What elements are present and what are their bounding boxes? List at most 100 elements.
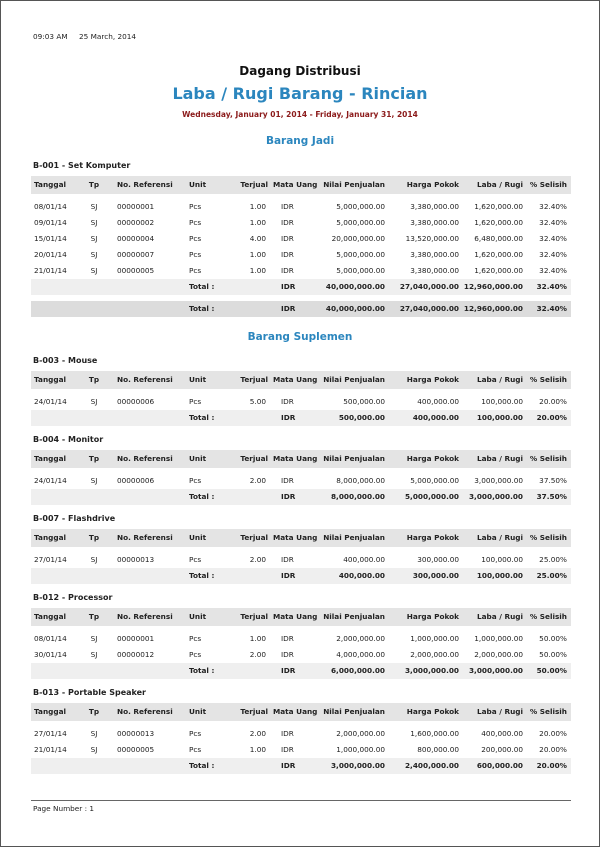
column-header: Mata Uang — [273, 612, 318, 621]
row-cell: Pcs — [189, 397, 202, 406]
column-header: Terjual — [240, 375, 268, 384]
item-total-cell: IDR — [281, 761, 296, 770]
row-cell: 2,000,000.00 — [474, 650, 523, 659]
item-total-cell: Total : — [189, 571, 215, 580]
item-total-cell: 3,000,000.00 — [468, 492, 523, 501]
row-cell: Pcs — [189, 249, 202, 259]
column-header: % Selisih — [529, 454, 567, 463]
row-cell: 5,000,000.00 — [336, 217, 385, 227]
footer-rule — [31, 800, 571, 801]
row-cell: 24/01/14 — [34, 476, 67, 485]
column-header: No. Referensi — [117, 179, 173, 189]
row-cell: 3,380,000.00 — [410, 265, 459, 275]
column-header: Mata Uang — [273, 179, 318, 189]
item-total-cell: IDR — [281, 492, 296, 501]
row-cell: 1.00 — [249, 634, 266, 643]
item-total-cell: 500,000.00 — [338, 413, 385, 422]
item-total-cell: 400,000.00 — [412, 413, 459, 422]
row-cell: 1,000,000.00 — [336, 745, 385, 754]
header-band — [31, 529, 571, 547]
item-total-cell: 20.00% — [536, 761, 567, 770]
item-total-cell: Total : — [189, 492, 215, 501]
group-total-band — [31, 300, 571, 317]
row-cell: Pcs — [189, 233, 202, 243]
row-cell: SJ — [90, 476, 98, 485]
row-cell: 00000012 — [117, 650, 155, 659]
header-band — [31, 703, 571, 721]
item-total-cell: 27,040,000.00 — [399, 281, 459, 291]
column-header: Harga Pokok — [406, 375, 459, 384]
row-cell: 400,000.00 — [481, 729, 523, 738]
group-total-cell: Total : — [189, 303, 215, 313]
row-cell: 27/01/14 — [34, 729, 67, 738]
row-cell: 3,380,000.00 — [410, 201, 459, 211]
column-header: % Selisih — [529, 707, 567, 716]
item-total-cell: IDR — [281, 413, 296, 422]
column-header: No. Referensi — [117, 612, 173, 621]
column-header: Laba / Rugi — [476, 179, 523, 189]
row-cell: Pcs — [189, 201, 202, 211]
column-header: Harga Pokok — [406, 454, 459, 463]
item-total-cell: 2,400,000.00 — [404, 761, 459, 770]
row-cell: 2,000,000.00 — [336, 634, 385, 643]
row-cell: 32.40% — [539, 265, 567, 275]
row-cell: SJ — [90, 249, 98, 259]
row-cell: 1.00 — [249, 249, 266, 259]
row-cell: Pcs — [189, 729, 202, 738]
row-cell: 24/01/14 — [34, 397, 67, 406]
column-header: Terjual — [240, 707, 268, 716]
item-total-cell: 12,960,000.00 — [463, 281, 523, 291]
column-header: Nilai Penjualan — [323, 375, 385, 384]
row-cell: 5,000,000.00 — [336, 249, 385, 259]
row-cell: 200,000.00 — [481, 745, 523, 754]
column-header: Tp — [88, 179, 100, 189]
row-cell: IDR — [281, 233, 294, 243]
row-cell: SJ — [90, 201, 98, 211]
row-cell: 8,000,000.00 — [336, 476, 385, 485]
row-cell: 500,000.00 — [343, 397, 385, 406]
item-total-cell: Total : — [189, 666, 215, 675]
row-cell: 5,000,000.00 — [336, 201, 385, 211]
row-cell: 00000001 — [117, 634, 155, 643]
row-cell: 20/01/14 — [34, 249, 67, 259]
row-cell: 00000001 — [117, 201, 155, 211]
item-total-cell: IDR — [281, 571, 296, 580]
column-header: Tanggal — [34, 179, 67, 189]
item-total-cell: 3,000,000.00 — [404, 666, 459, 675]
page-number: Page Number : 1 — [33, 804, 95, 813]
item-total-band — [31, 278, 571, 295]
row-cell: 37.50% — [539, 476, 567, 485]
column-header: Laba / Rugi — [476, 454, 523, 463]
column-header: Tp — [88, 707, 100, 716]
row-cell: 00000004 — [117, 233, 155, 243]
column-header: Harga Pokok — [406, 179, 459, 189]
column-header: Tanggal — [34, 707, 67, 716]
item-code: B-003 - Mouse — [33, 356, 98, 365]
row-cell: 25.00% — [539, 555, 567, 564]
column-header: Terjual — [240, 533, 268, 542]
item-total-cell: 40,000,000.00 — [325, 281, 385, 291]
column-header: Harga Pokok — [406, 707, 459, 716]
row-cell: IDR — [281, 249, 294, 259]
row-cell: 21/01/14 — [34, 745, 67, 754]
row-cell: 27/01/14 — [34, 555, 67, 564]
column-header: Tp — [88, 375, 100, 384]
column-header: % Selisih — [529, 533, 567, 542]
item-total-band — [31, 568, 571, 584]
header-band — [31, 608, 571, 626]
column-header: Mata Uang — [273, 707, 318, 716]
row-cell: 20.00% — [539, 745, 567, 754]
row-cell: SJ — [90, 650, 98, 659]
column-header: Laba / Rugi — [476, 375, 523, 384]
column-header: Harga Pokok — [406, 533, 459, 542]
row-cell: Pcs — [189, 650, 202, 659]
row-cell: 1.00 — [249, 745, 266, 754]
row-cell: 00000005 — [117, 265, 155, 275]
item-total-cell: IDR — [281, 666, 296, 675]
column-header: % Selisih — [529, 612, 567, 621]
column-header: Nilai Penjualan — [323, 454, 385, 463]
row-cell: 2.00 — [249, 650, 266, 659]
column-header: Nilai Penjualan — [323, 707, 385, 716]
row-cell: 2,000,000.00 — [336, 729, 385, 738]
